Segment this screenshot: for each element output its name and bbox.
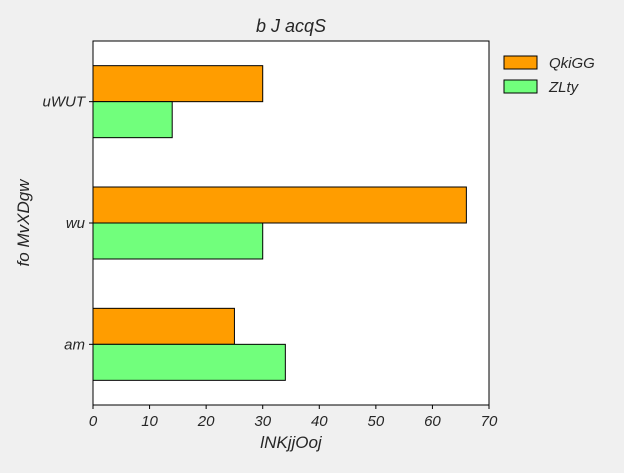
x-tick-label: 30 [254,413,271,430]
bar-zlty-uwut [92,101,173,139]
x-tick-label: 70 [481,413,498,430]
legend-label-qkigg: QkiGG [549,55,595,72]
x-tick-label: 50 [368,413,385,430]
legend: QkiGG ZLty [503,55,595,96]
bar-zlty-am [92,343,286,381]
y-tick-label: wu [66,215,86,232]
bar-qkigg-uwut [92,65,264,103]
bar-qkigg-am [92,307,235,345]
legend-swatch-qkigg [503,55,538,70]
x-tick-label: 40 [311,413,328,430]
legend-label-zlty: ZLty [548,79,580,96]
y-tick-label: am [64,336,85,353]
x-tick-label: 10 [141,413,158,430]
x-ticks-group: 0 10 20 30 40 50 60 70 [89,405,498,430]
bar-qkigg-wu [92,186,467,224]
bar-zlty-wu [92,222,264,260]
x-axis-label: lNKjjOoj [260,433,323,452]
x-tick-label: 20 [197,413,215,430]
legend-swatch-zlty [503,79,538,94]
x-tick-label: 0 [89,413,98,430]
y-ticks-group: am wu uWUT [43,94,93,353]
bars-group [92,65,467,381]
y-tick-label: uWUT [43,94,87,111]
y-axis-label: fo MvXDgw [14,178,33,267]
chart-title: b J acqS [256,16,326,36]
x-tick-label: 60 [424,413,441,430]
